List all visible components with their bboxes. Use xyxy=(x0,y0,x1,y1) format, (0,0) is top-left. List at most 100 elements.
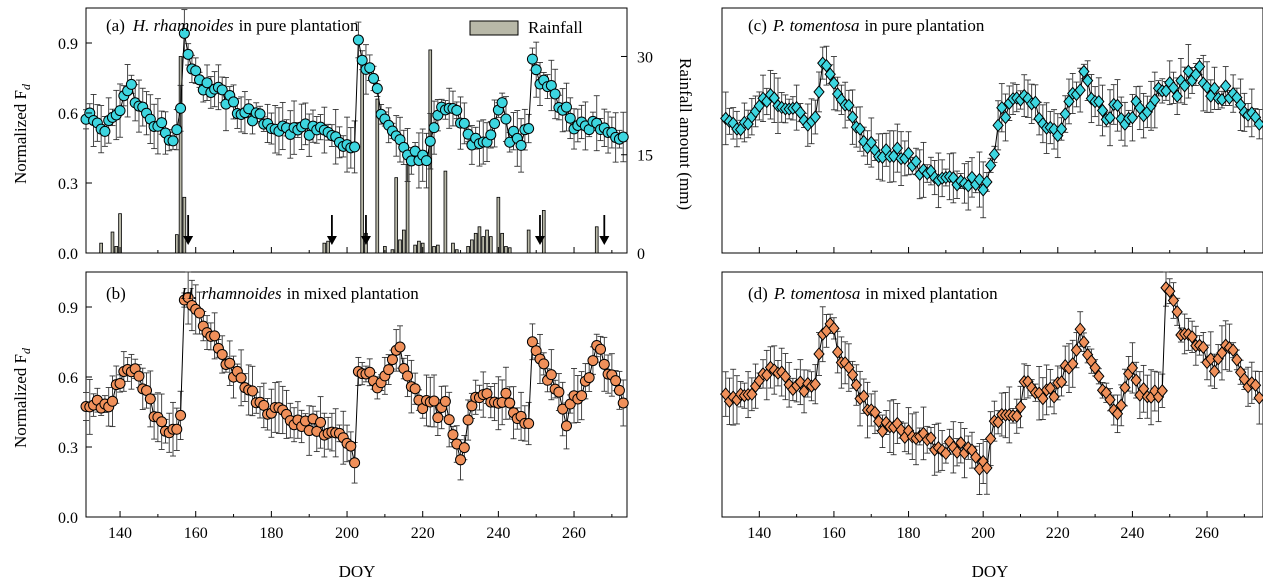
data-point xyxy=(345,440,357,452)
rain-tick-label: 30 xyxy=(637,49,653,66)
x-tick-label: 160 xyxy=(822,525,846,542)
rain-bar xyxy=(394,177,399,254)
rain-tick-label: 0 xyxy=(637,246,645,263)
data-point xyxy=(1089,361,1101,375)
data-point xyxy=(201,77,213,89)
data-point xyxy=(1182,64,1195,79)
data-point xyxy=(576,390,588,402)
data-point xyxy=(1044,381,1056,395)
rain-bar xyxy=(500,232,504,254)
data-point xyxy=(587,355,599,367)
irrigation-arrow-head xyxy=(599,236,610,245)
data-point xyxy=(193,307,205,319)
y-tick-label: 0.0 xyxy=(58,510,78,527)
data-point xyxy=(996,100,1008,115)
data-point xyxy=(447,429,459,441)
rain-legend-label: Rainfall xyxy=(528,18,583,37)
data-point xyxy=(303,129,315,141)
data-point xyxy=(523,418,535,430)
data-point xyxy=(951,445,963,460)
rain-bar xyxy=(390,249,395,254)
data-point xyxy=(386,354,398,366)
data-point xyxy=(617,131,629,143)
rain-bar xyxy=(110,231,115,254)
data-point xyxy=(224,357,236,369)
data-point xyxy=(175,102,187,114)
x-tick-label: 160 xyxy=(184,525,208,542)
y-axis-title-bottom-main: Normalized F xyxy=(11,354,30,448)
data-point xyxy=(891,141,904,155)
rain-bar xyxy=(481,236,486,254)
panel-c-species: P. tomentosa xyxy=(772,16,860,35)
data-point xyxy=(402,370,414,382)
data-point xyxy=(1186,330,1198,344)
data-point xyxy=(1149,93,1161,107)
rain-bar xyxy=(99,242,103,254)
y-tick-label: 0.9 xyxy=(58,36,78,53)
data-point xyxy=(458,442,470,454)
data-point xyxy=(1171,89,1183,104)
data-point xyxy=(999,110,1012,125)
data-point xyxy=(1059,107,1071,121)
data-point xyxy=(254,108,266,120)
panel-d-species: P. tomentosa xyxy=(773,284,861,303)
x-tick-label: 260 xyxy=(1195,525,1219,542)
rain-bar xyxy=(436,244,440,254)
data-point xyxy=(1111,98,1124,113)
data-point xyxy=(850,378,862,392)
x-axis-title-right: DOY xyxy=(972,562,1009,581)
data-point xyxy=(106,395,118,407)
irrigation-arrow-head xyxy=(326,236,337,245)
rain-bar xyxy=(182,196,187,254)
data-point xyxy=(209,330,221,342)
data-point xyxy=(1193,59,1206,74)
data-point xyxy=(902,146,915,161)
panel-c: (c) P. tomentosa in pure plantation xyxy=(720,7,1263,254)
rain-bar xyxy=(178,56,183,254)
data-point xyxy=(1104,392,1116,407)
panel-c-title-rest: in pure plantation xyxy=(864,16,984,35)
data-point xyxy=(156,117,168,129)
irrigation-arrow-head xyxy=(360,236,371,245)
data-point xyxy=(824,67,836,82)
data-point xyxy=(530,64,542,76)
rain-tick-label: 15 xyxy=(637,148,653,165)
x-tick-label: 220 xyxy=(411,525,435,542)
data-point xyxy=(828,321,840,336)
panel-b-species: H. rhamnoides xyxy=(180,284,282,303)
data-point xyxy=(99,125,111,137)
data-point xyxy=(1227,343,1239,357)
data-point xyxy=(349,457,361,469)
data-point xyxy=(1201,80,1213,94)
irrigation-arrow-head xyxy=(534,236,545,245)
data-point xyxy=(1115,398,1127,413)
rain-bar xyxy=(541,210,546,254)
data-point xyxy=(1078,64,1090,79)
panel-c-axes xyxy=(758,247,1245,253)
rain-bar xyxy=(174,234,179,254)
panel-a-tag: (a) xyxy=(106,16,125,35)
data-point xyxy=(394,341,406,353)
data-point xyxy=(420,155,432,167)
panel-c-tag: (c) xyxy=(748,16,767,35)
x-tick-label: 260 xyxy=(562,525,586,542)
data-point xyxy=(610,375,622,387)
data-point xyxy=(583,372,595,384)
data-point xyxy=(1171,305,1183,319)
data-point xyxy=(1119,380,1131,395)
data-point xyxy=(439,395,451,407)
data-point xyxy=(1126,361,1139,375)
data-point xyxy=(1093,94,1105,109)
data-point xyxy=(1156,383,1168,398)
data-point xyxy=(167,135,179,147)
data-point xyxy=(1197,340,1209,355)
data-point xyxy=(1055,375,1068,389)
panel-b-axes: 140 160 180 200 220 240 260 0.0 0.3 0.6 0.9 xyxy=(58,300,613,542)
data-point xyxy=(368,72,380,84)
data-point xyxy=(500,387,512,399)
data-point xyxy=(1096,103,1109,118)
data-point xyxy=(462,414,474,426)
panel-d-axes: 140 160 180 200 220 240 260 xyxy=(747,511,1245,542)
data-point xyxy=(504,397,516,409)
